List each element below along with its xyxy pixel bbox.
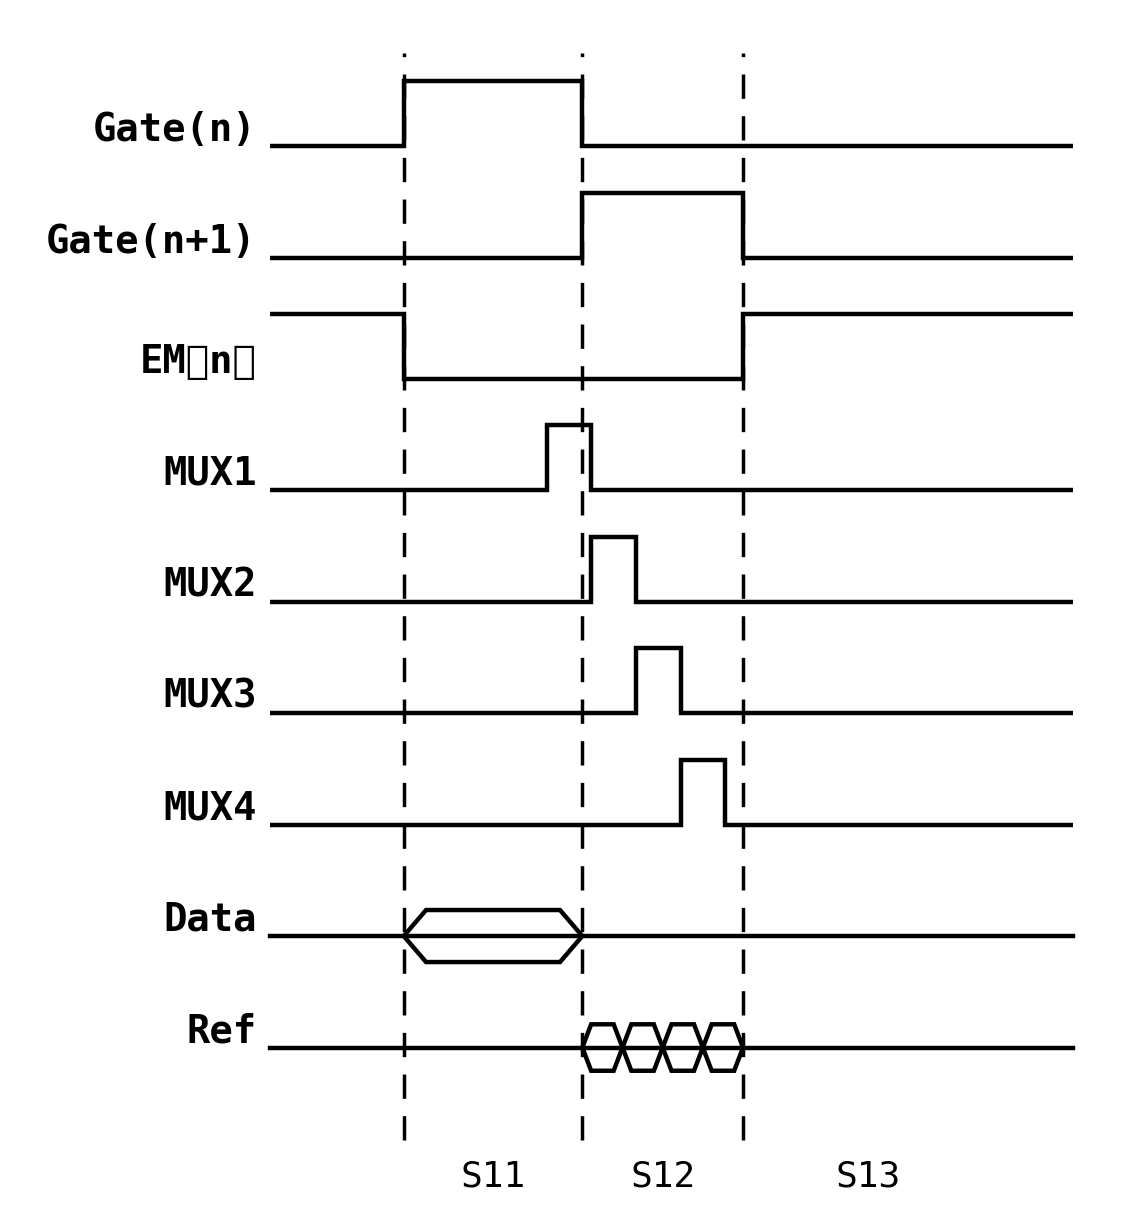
Text: MUX1: MUX1 <box>163 454 256 492</box>
Text: MUX2: MUX2 <box>163 566 256 604</box>
Text: Gate(n): Gate(n) <box>92 111 256 149</box>
Text: EM（n）: EM（n） <box>140 343 256 382</box>
Text: S12: S12 <box>630 1160 695 1193</box>
Text: Gate(n+1): Gate(n+1) <box>46 223 256 261</box>
Text: MUX3: MUX3 <box>163 678 256 715</box>
Text: Data: Data <box>163 901 256 939</box>
Text: S11: S11 <box>460 1160 525 1193</box>
Text: S13: S13 <box>836 1160 901 1193</box>
Text: MUX4: MUX4 <box>163 789 256 827</box>
Text: Ref: Ref <box>187 1012 256 1050</box>
